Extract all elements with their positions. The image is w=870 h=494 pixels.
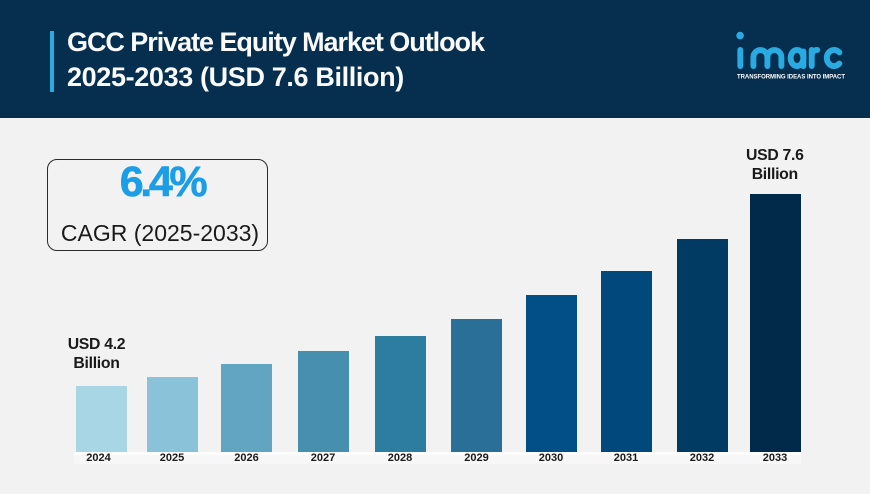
svg-text:TRANSFORMING IDEAS INTO IMPACT: TRANSFORMING IDEAS INTO IMPACT — [737, 75, 845, 81]
